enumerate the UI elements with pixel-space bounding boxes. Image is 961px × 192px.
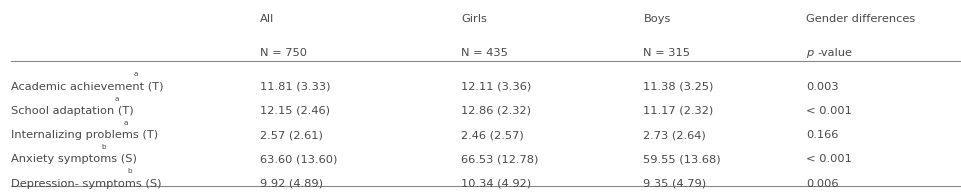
- Text: a: a: [124, 120, 129, 126]
- Text: 0.003: 0.003: [806, 82, 839, 92]
- Text: a: a: [114, 96, 119, 102]
- Text: 12.11 (3.36): 12.11 (3.36): [461, 82, 531, 92]
- Text: < 0.001: < 0.001: [806, 154, 852, 164]
- Text: -value: -value: [818, 48, 852, 58]
- Text: p: p: [806, 48, 814, 58]
- Text: 0.006: 0.006: [806, 179, 839, 189]
- Text: Depression- symptoms (S): Depression- symptoms (S): [11, 179, 161, 189]
- Text: 2.46 (2.57): 2.46 (2.57): [461, 130, 524, 140]
- Text: Academic achievement (T): Academic achievement (T): [11, 82, 163, 92]
- Text: 11.17 (2.32): 11.17 (2.32): [644, 106, 714, 116]
- Text: Anxiety symptoms (S): Anxiety symptoms (S): [11, 154, 136, 164]
- Text: 2.73 (2.64): 2.73 (2.64): [644, 130, 706, 140]
- Text: b: b: [128, 168, 133, 174]
- Text: School adaptation (T): School adaptation (T): [11, 106, 134, 116]
- Text: N = 750: N = 750: [260, 48, 308, 58]
- Text: Gender differences: Gender differences: [806, 14, 916, 24]
- Text: Boys: Boys: [644, 14, 671, 24]
- Text: N = 315: N = 315: [644, 48, 690, 58]
- Text: 0.166: 0.166: [806, 130, 839, 140]
- Text: 2.57 (2.61): 2.57 (2.61): [260, 130, 323, 140]
- Text: 9.92 (4.89): 9.92 (4.89): [260, 179, 323, 189]
- Text: Internalizing problems (T): Internalizing problems (T): [11, 130, 159, 140]
- Text: 12.86 (2.32): 12.86 (2.32): [461, 106, 531, 116]
- Text: a: a: [134, 71, 138, 77]
- Text: N = 435: N = 435: [461, 48, 508, 58]
- Text: 9.35 (4.79): 9.35 (4.79): [644, 179, 706, 189]
- Text: 63.60 (13.60): 63.60 (13.60): [260, 154, 337, 164]
- Text: 66.53 (12.78): 66.53 (12.78): [461, 154, 539, 164]
- Text: 11.38 (3.25): 11.38 (3.25): [644, 82, 714, 92]
- Text: 11.81 (3.33): 11.81 (3.33): [260, 82, 331, 92]
- Text: b: b: [101, 144, 106, 150]
- Text: 59.55 (13.68): 59.55 (13.68): [644, 154, 721, 164]
- Text: < 0.001: < 0.001: [806, 106, 852, 116]
- Text: All: All: [260, 14, 274, 24]
- Text: 12.15 (2.46): 12.15 (2.46): [260, 106, 331, 116]
- Text: Girls: Girls: [461, 14, 487, 24]
- Text: 10.34 (4.92): 10.34 (4.92): [461, 179, 531, 189]
